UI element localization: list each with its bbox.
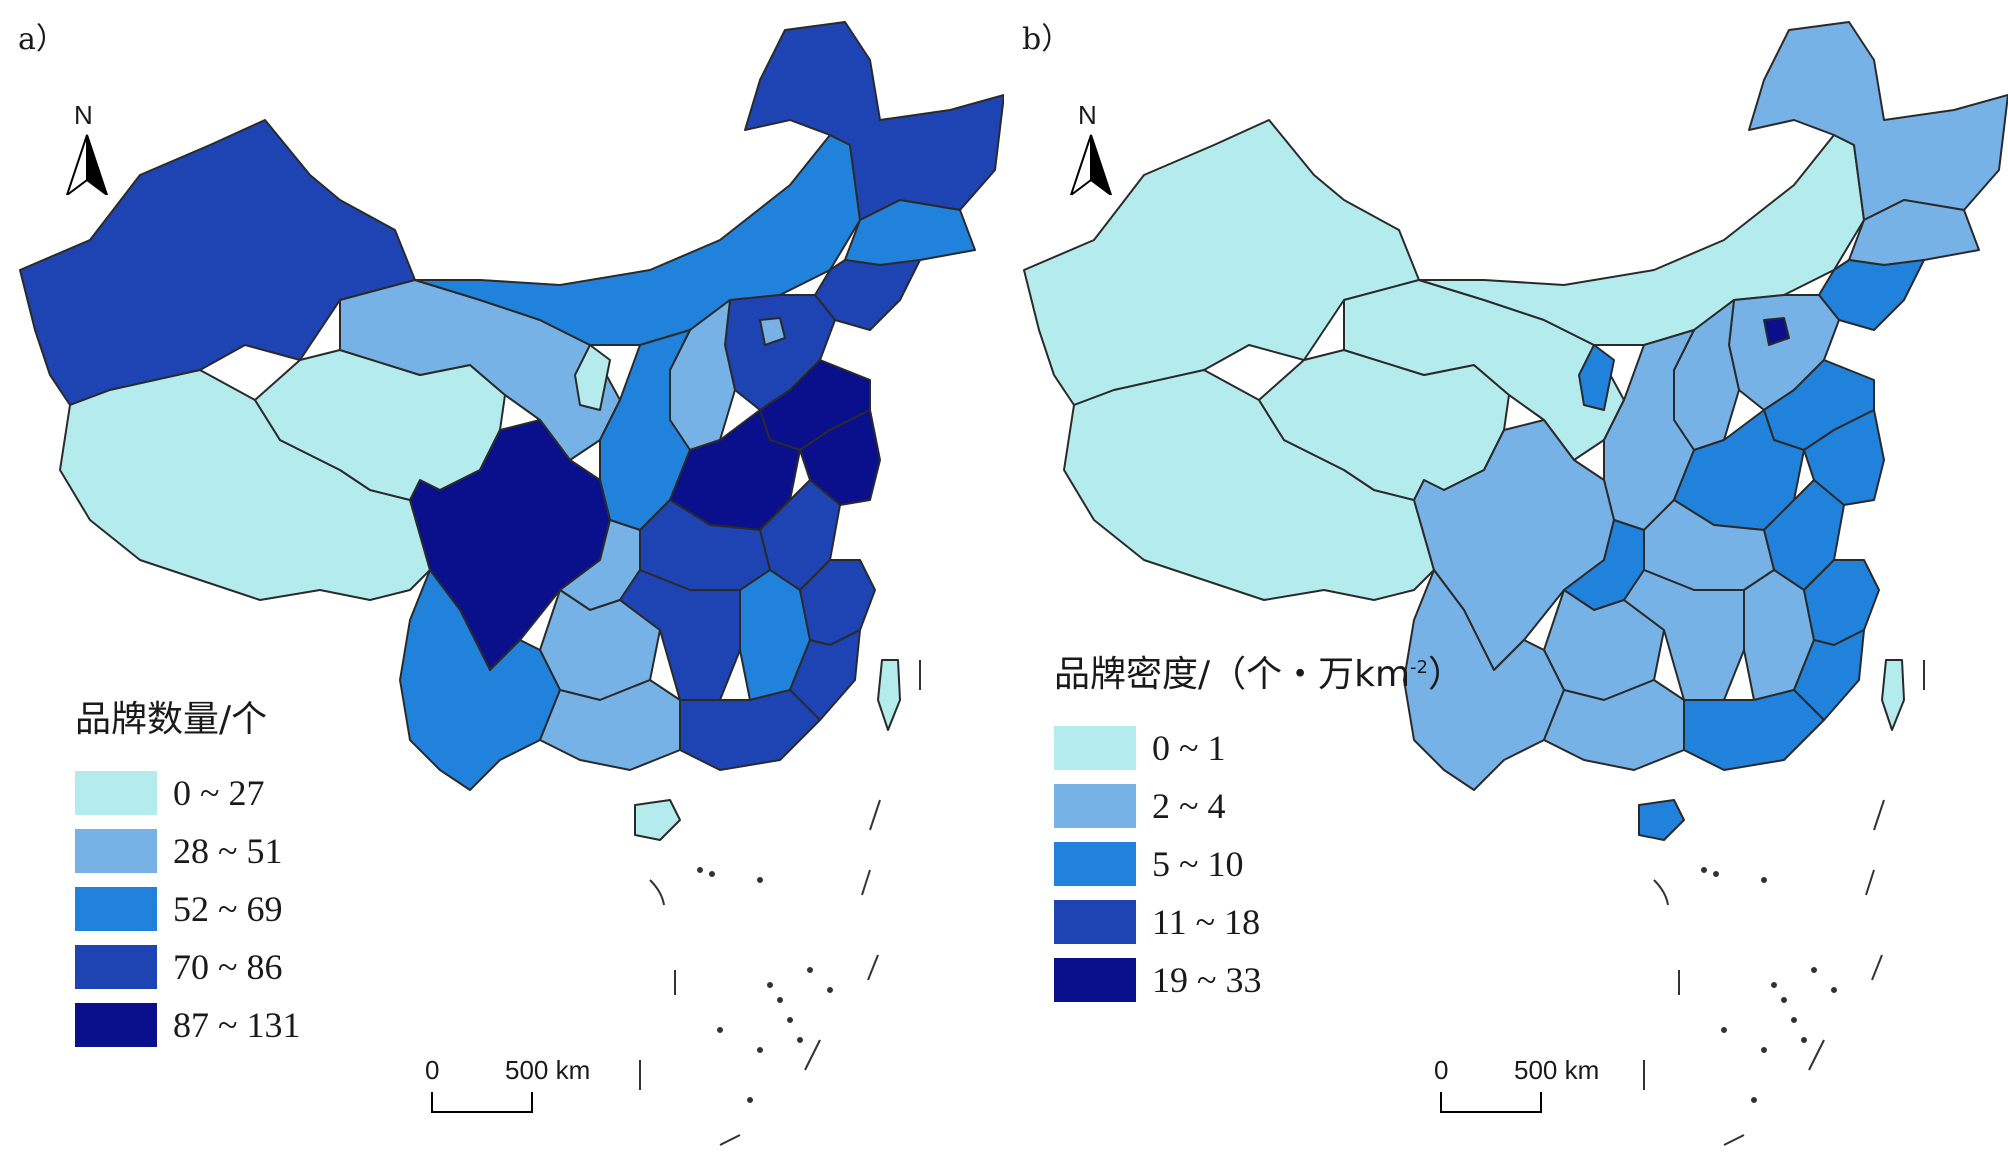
china-map-brand-density [1023, 21, 2008, 1146]
north-letter: N [1078, 100, 1097, 130]
legend-swatch [1054, 842, 1136, 886]
legend-swatch [75, 887, 157, 931]
legend-range: 11 ~ 18 [1152, 902, 1261, 942]
legend-item: 11 ~ 18 [1054, 893, 1464, 951]
scale-distance-label: 500 km [505, 1055, 591, 1085]
legend-range: 0 ~ 27 [173, 773, 265, 813]
legend-title-close: ） [1428, 654, 1465, 695]
region-tibet [59, 369, 431, 601]
china-map-brand-count [19, 21, 1004, 1146]
scale-bar: 0 500 km [1434, 1055, 1614, 1125]
region-inner-mongolia [414, 134, 861, 346]
scale-bar: 0 500 km [425, 1055, 605, 1125]
region-ningxia [1578, 344, 1615, 411]
legend-swatch [1054, 958, 1136, 1002]
panel-label: a） [18, 22, 66, 57]
legend-item: 19 ~ 33 [1054, 951, 1464, 1009]
region-taiwan [1881, 659, 1905, 731]
legend-range: 19 ~ 33 [1152, 960, 1262, 1000]
region-tibet [1063, 369, 1435, 601]
legend-item: 0 ~ 1 [1054, 719, 1464, 777]
legend-range: 28 ~ 51 [173, 831, 283, 871]
south-china-sea-islands [1643, 660, 1925, 1146]
legend-range: 52 ~ 69 [173, 889, 283, 929]
legend-item: 5 ~ 10 [1054, 835, 1464, 893]
legend-item: 2 ~ 4 [1054, 777, 1464, 835]
legend-item: 52 ~ 69 [75, 880, 300, 938]
scale-distance-label: 500 km [1514, 1055, 1600, 1085]
north-letter: N [74, 100, 93, 130]
legend-item: 0 ~ 27 [75, 764, 300, 822]
region-guangxi [1543, 679, 1685, 771]
legend-range: 5 ~ 10 [1152, 844, 1244, 884]
region-taiwan [877, 659, 901, 731]
region-guangdong [1683, 689, 1825, 771]
legend-title-text: 品牌密度/（个・万km [1054, 654, 1411, 695]
region-beijing [1763, 317, 1790, 346]
legend-title: 品牌数量/个 [75, 699, 268, 740]
north-arrow-icon: N [1066, 100, 1116, 195]
scale-zero-label: 0 [425, 1055, 440, 1085]
legend-swatch [75, 771, 157, 815]
south-china-sea-islands [639, 660, 921, 1146]
legend: 品牌数量/个 0 ~ 27 28 ~ 51 52 ~ 69 70 ~ 86 87… [75, 690, 300, 1054]
region-hainan [1638, 799, 1685, 841]
legend-item: 28 ~ 51 [75, 822, 300, 880]
legend-range: 0 ~ 1 [1152, 728, 1226, 768]
panel-b: b） N 品牌密度/（个・万km-2） 0 ~ 1 2 ~ 4 5 ~ 10 1… [1004, 0, 2008, 1165]
legend-swatch [75, 945, 157, 989]
scale-zero-label: 0 [1434, 1055, 1449, 1085]
legend-swatch [75, 829, 157, 873]
panel-a: a） N 品牌数量/个 0 ~ 27 28 ~ 51 52 ~ 69 70 ~ … [18, 21, 1004, 1146]
region-guangdong [679, 689, 821, 771]
region-yunnan [399, 569, 561, 791]
region-guangxi [539, 679, 681, 771]
panel-label: b） [1022, 22, 1072, 57]
legend: 品牌密度/（个・万km-2） 0 ~ 1 2 ~ 4 5 ~ 10 11 ~ 1… [1054, 645, 1464, 1009]
region-ningxia [574, 344, 611, 411]
legend-item: 70 ~ 86 [75, 938, 300, 996]
legend-item: 87 ~ 131 [75, 996, 300, 1054]
legend-swatch [1054, 900, 1136, 944]
north-arrow-icon: N [62, 100, 112, 195]
legend-swatch [1054, 726, 1136, 770]
legend-title-exponent: -2 [1410, 657, 1428, 678]
legend-swatch [75, 1003, 157, 1047]
legend-range: 87 ~ 131 [173, 1005, 301, 1045]
legend-swatch [1054, 784, 1136, 828]
legend-title: 品牌密度/（个・万km-2） [1054, 645, 1464, 697]
region-beijing [759, 317, 786, 346]
region-yunnan [1403, 569, 1565, 791]
region-hainan [634, 799, 681, 841]
region-inner-mongolia [1418, 134, 1865, 346]
legend-range: 2 ~ 4 [1152, 786, 1226, 826]
legend-range: 70 ~ 86 [173, 947, 283, 987]
